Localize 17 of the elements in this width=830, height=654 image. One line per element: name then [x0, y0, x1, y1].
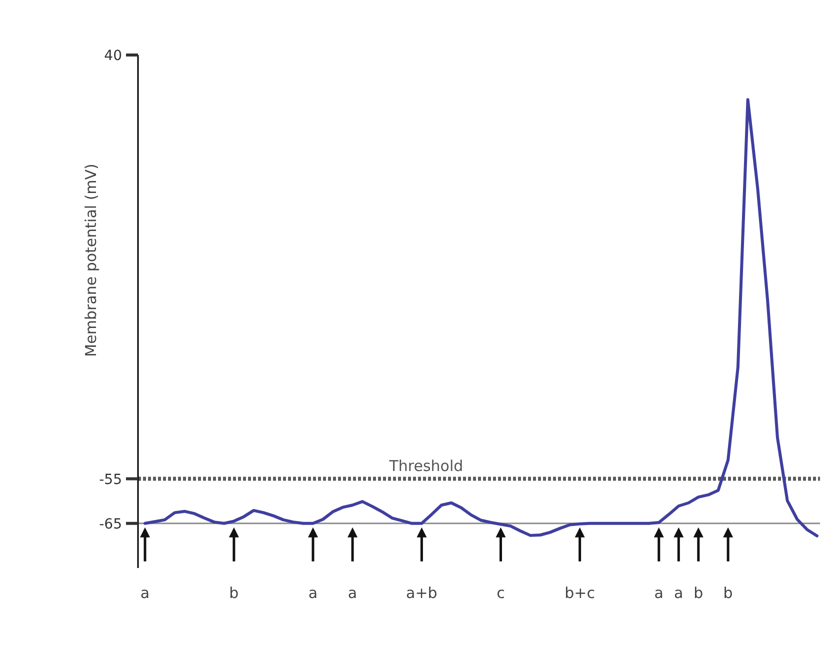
ref-line-label: Threshold — [388, 456, 464, 475]
x-tick-label: b — [229, 584, 239, 602]
x-tick-label: b+c — [564, 584, 595, 602]
y-tick-label: -65 — [99, 516, 122, 532]
x-tick-label: b — [694, 584, 704, 602]
x-tick-label: a — [308, 584, 318, 602]
x-tick-label: b — [723, 584, 733, 602]
x-tick-label: c — [496, 584, 505, 602]
x-tick-label: a+b — [406, 584, 438, 602]
x-tick-label: a — [140, 584, 150, 602]
y-tick-label: -55 — [99, 472, 122, 488]
y-axis-title: Membrane potential (mV) — [82, 164, 100, 357]
x-tick-label: a — [654, 584, 664, 602]
line-series — [144, 98, 818, 538]
x-tick-label: a — [348, 584, 358, 602]
x-tick-label: a — [674, 584, 684, 602]
y-tick-label: 40 — [104, 48, 122, 64]
